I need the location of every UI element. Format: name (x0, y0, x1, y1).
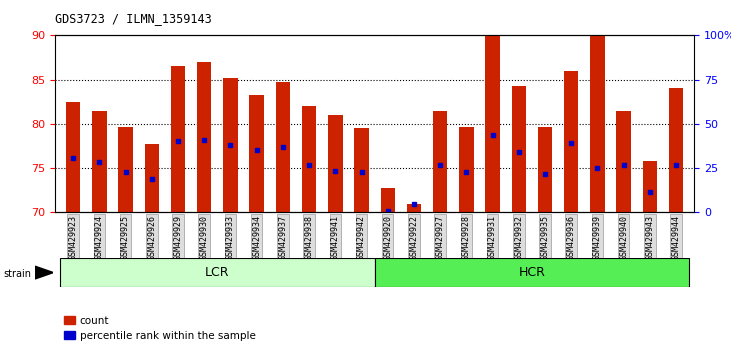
Bar (512, 86, 526, 212)
Bar (459, 126, 474, 212)
Bar (381, 188, 395, 212)
Bar (616, 110, 631, 212)
Bar (328, 115, 343, 212)
Bar (355, 128, 368, 212)
FancyBboxPatch shape (374, 258, 689, 287)
Bar (538, 126, 552, 212)
Bar (485, 35, 500, 212)
Bar (302, 106, 317, 212)
Bar (564, 71, 578, 212)
Text: LCR: LCR (205, 266, 230, 279)
FancyBboxPatch shape (60, 258, 374, 287)
Bar (66, 102, 80, 212)
Bar (223, 78, 238, 212)
Bar (669, 88, 683, 212)
Legend: count, percentile rank within the sample: count, percentile rank within the sample (60, 312, 260, 345)
Bar (197, 62, 211, 212)
Text: strain: strain (4, 269, 31, 279)
Bar (92, 110, 107, 212)
Bar (171, 66, 185, 212)
Bar (249, 95, 264, 212)
Bar (433, 110, 447, 212)
Text: GDS3723 / ILMN_1359143: GDS3723 / ILMN_1359143 (55, 12, 211, 25)
Bar (406, 204, 421, 212)
Bar (276, 82, 290, 212)
Bar (643, 161, 657, 212)
Bar (145, 144, 159, 212)
Text: HCR: HCR (518, 266, 545, 279)
Bar (118, 126, 133, 212)
Bar (590, 35, 605, 212)
Polygon shape (35, 266, 53, 279)
